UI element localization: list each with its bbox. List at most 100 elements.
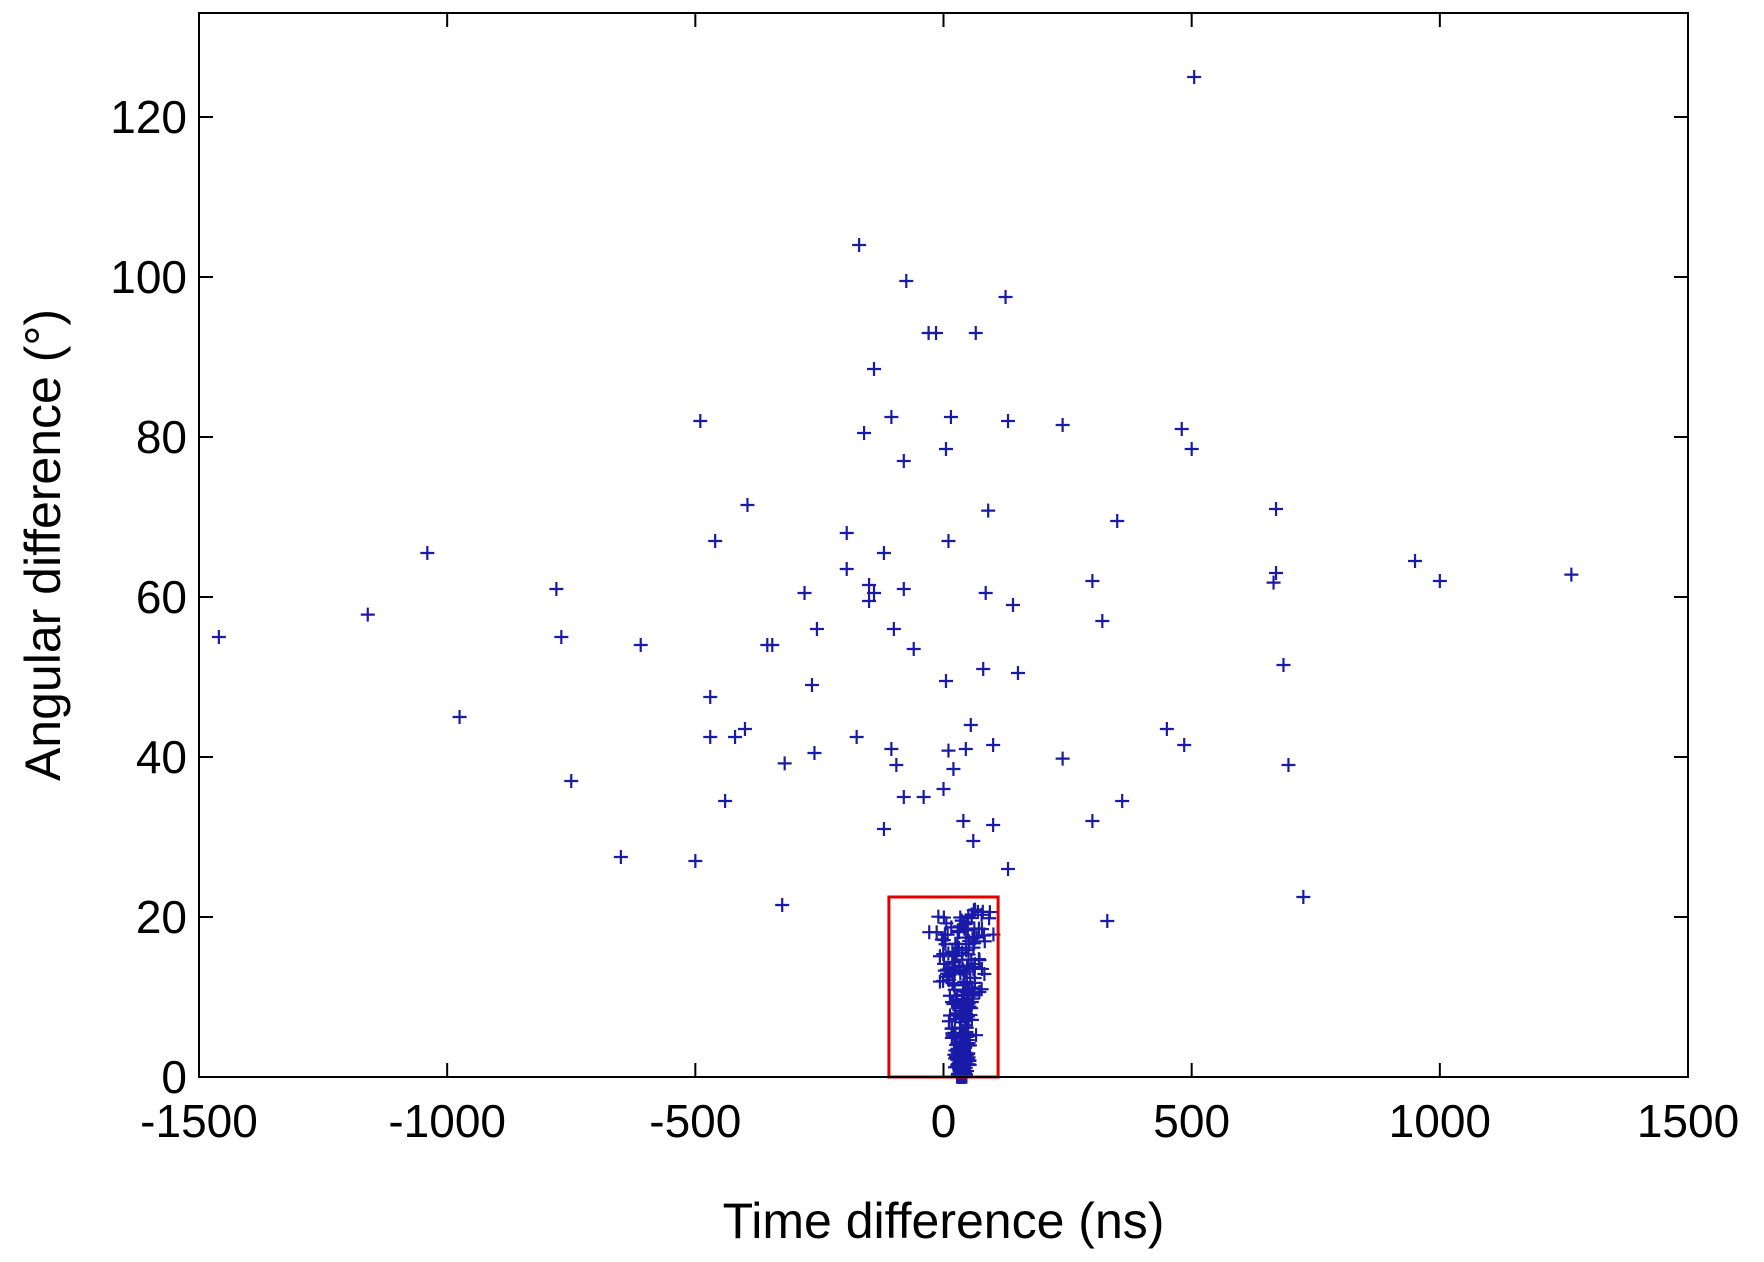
data-point bbox=[1184, 442, 1199, 456]
data-point bbox=[1269, 566, 1284, 580]
data-point bbox=[889, 758, 904, 772]
data-point bbox=[1281, 758, 1296, 772]
data-point bbox=[360, 607, 375, 622]
data-point bbox=[969, 930, 984, 945]
data-point bbox=[963, 718, 978, 732]
x-tick-label: 500 bbox=[1153, 1095, 1230, 1147]
data-point bbox=[944, 1021, 959, 1036]
data-point bbox=[941, 946, 956, 961]
data-point bbox=[1095, 614, 1110, 628]
data-point bbox=[1005, 598, 1020, 612]
data-point bbox=[564, 774, 579, 788]
data-point bbox=[937, 963, 952, 978]
data-point bbox=[804, 678, 819, 692]
data-point bbox=[775, 898, 790, 912]
data-point bbox=[974, 982, 989, 997]
data-point bbox=[703, 690, 718, 704]
x-tick-label: 1000 bbox=[1389, 1095, 1491, 1147]
data-point bbox=[941, 534, 956, 548]
data-point bbox=[809, 622, 824, 636]
y-tick-label: 0 bbox=[161, 1051, 187, 1103]
data-point bbox=[1174, 422, 1189, 436]
data-point bbox=[986, 738, 1001, 752]
data-point bbox=[1055, 751, 1070, 766]
data-point bbox=[948, 1029, 963, 1044]
data-point bbox=[946, 762, 961, 776]
data-point bbox=[977, 966, 992, 981]
data-point bbox=[951, 1067, 966, 1082]
data-point bbox=[968, 326, 983, 340]
data-point bbox=[703, 730, 718, 744]
data-point bbox=[1408, 554, 1423, 568]
y-tick-label: 60 bbox=[136, 571, 187, 623]
data-point bbox=[839, 562, 854, 576]
data-point bbox=[1159, 722, 1174, 736]
data-point bbox=[1010, 666, 1025, 680]
y-tick-label: 100 bbox=[110, 251, 187, 303]
data-point bbox=[884, 410, 899, 424]
data-point bbox=[966, 988, 981, 1003]
data-point bbox=[960, 1028, 975, 1043]
data-point bbox=[946, 978, 961, 993]
data-point bbox=[967, 957, 982, 972]
data-point bbox=[947, 1012, 962, 1027]
data-point bbox=[452, 710, 467, 724]
data-point bbox=[1564, 567, 1579, 582]
data-points bbox=[211, 70, 1579, 1084]
data-point bbox=[1001, 414, 1016, 428]
data-point bbox=[963, 970, 978, 985]
data-point bbox=[956, 814, 971, 828]
data-point bbox=[839, 526, 854, 540]
data-point bbox=[998, 290, 1013, 304]
data-point bbox=[932, 949, 947, 964]
data-point bbox=[693, 414, 708, 428]
x-tick-label: 1500 bbox=[1637, 1095, 1739, 1147]
data-point bbox=[964, 995, 979, 1010]
x-tick-label: 0 bbox=[931, 1095, 957, 1147]
data-point bbox=[986, 818, 1001, 832]
y-tick-label: 120 bbox=[110, 91, 187, 143]
data-point bbox=[857, 426, 872, 440]
data-point bbox=[867, 362, 882, 376]
data-point bbox=[974, 922, 989, 937]
data-point bbox=[1100, 914, 1115, 928]
data-point bbox=[978, 586, 993, 600]
data-point bbox=[906, 642, 921, 656]
data-point bbox=[1269, 502, 1284, 516]
data-point bbox=[956, 1041, 971, 1056]
x-axis-label: Time difference (ns) bbox=[723, 1193, 1165, 1249]
data-point bbox=[737, 722, 752, 736]
data-point bbox=[613, 850, 628, 864]
data-point bbox=[958, 1002, 973, 1017]
data-point bbox=[728, 730, 743, 744]
data-point bbox=[976, 662, 991, 676]
data-point bbox=[867, 586, 882, 600]
data-point bbox=[807, 746, 822, 760]
data-point bbox=[896, 582, 911, 596]
data-point bbox=[1266, 575, 1281, 590]
data-point bbox=[982, 911, 997, 926]
data-point bbox=[886, 622, 901, 636]
data-point bbox=[937, 927, 952, 942]
data-point bbox=[1115, 794, 1130, 808]
data-point bbox=[876, 546, 891, 560]
data-point bbox=[899, 274, 914, 288]
data-point bbox=[1187, 70, 1202, 84]
data-point bbox=[962, 1057, 977, 1072]
data-point bbox=[1085, 574, 1100, 588]
data-point bbox=[941, 743, 956, 758]
data-point bbox=[1055, 418, 1070, 432]
data-point bbox=[554, 630, 569, 644]
data-point bbox=[941, 1014, 956, 1029]
data-point bbox=[1432, 574, 1447, 588]
data-point bbox=[852, 238, 867, 252]
data-point bbox=[896, 454, 911, 468]
data-point bbox=[1296, 890, 1311, 904]
data-point bbox=[966, 834, 981, 848]
data-point bbox=[946, 997, 961, 1012]
data-point bbox=[944, 920, 959, 935]
data-point bbox=[896, 790, 911, 804]
data-point bbox=[938, 442, 953, 456]
